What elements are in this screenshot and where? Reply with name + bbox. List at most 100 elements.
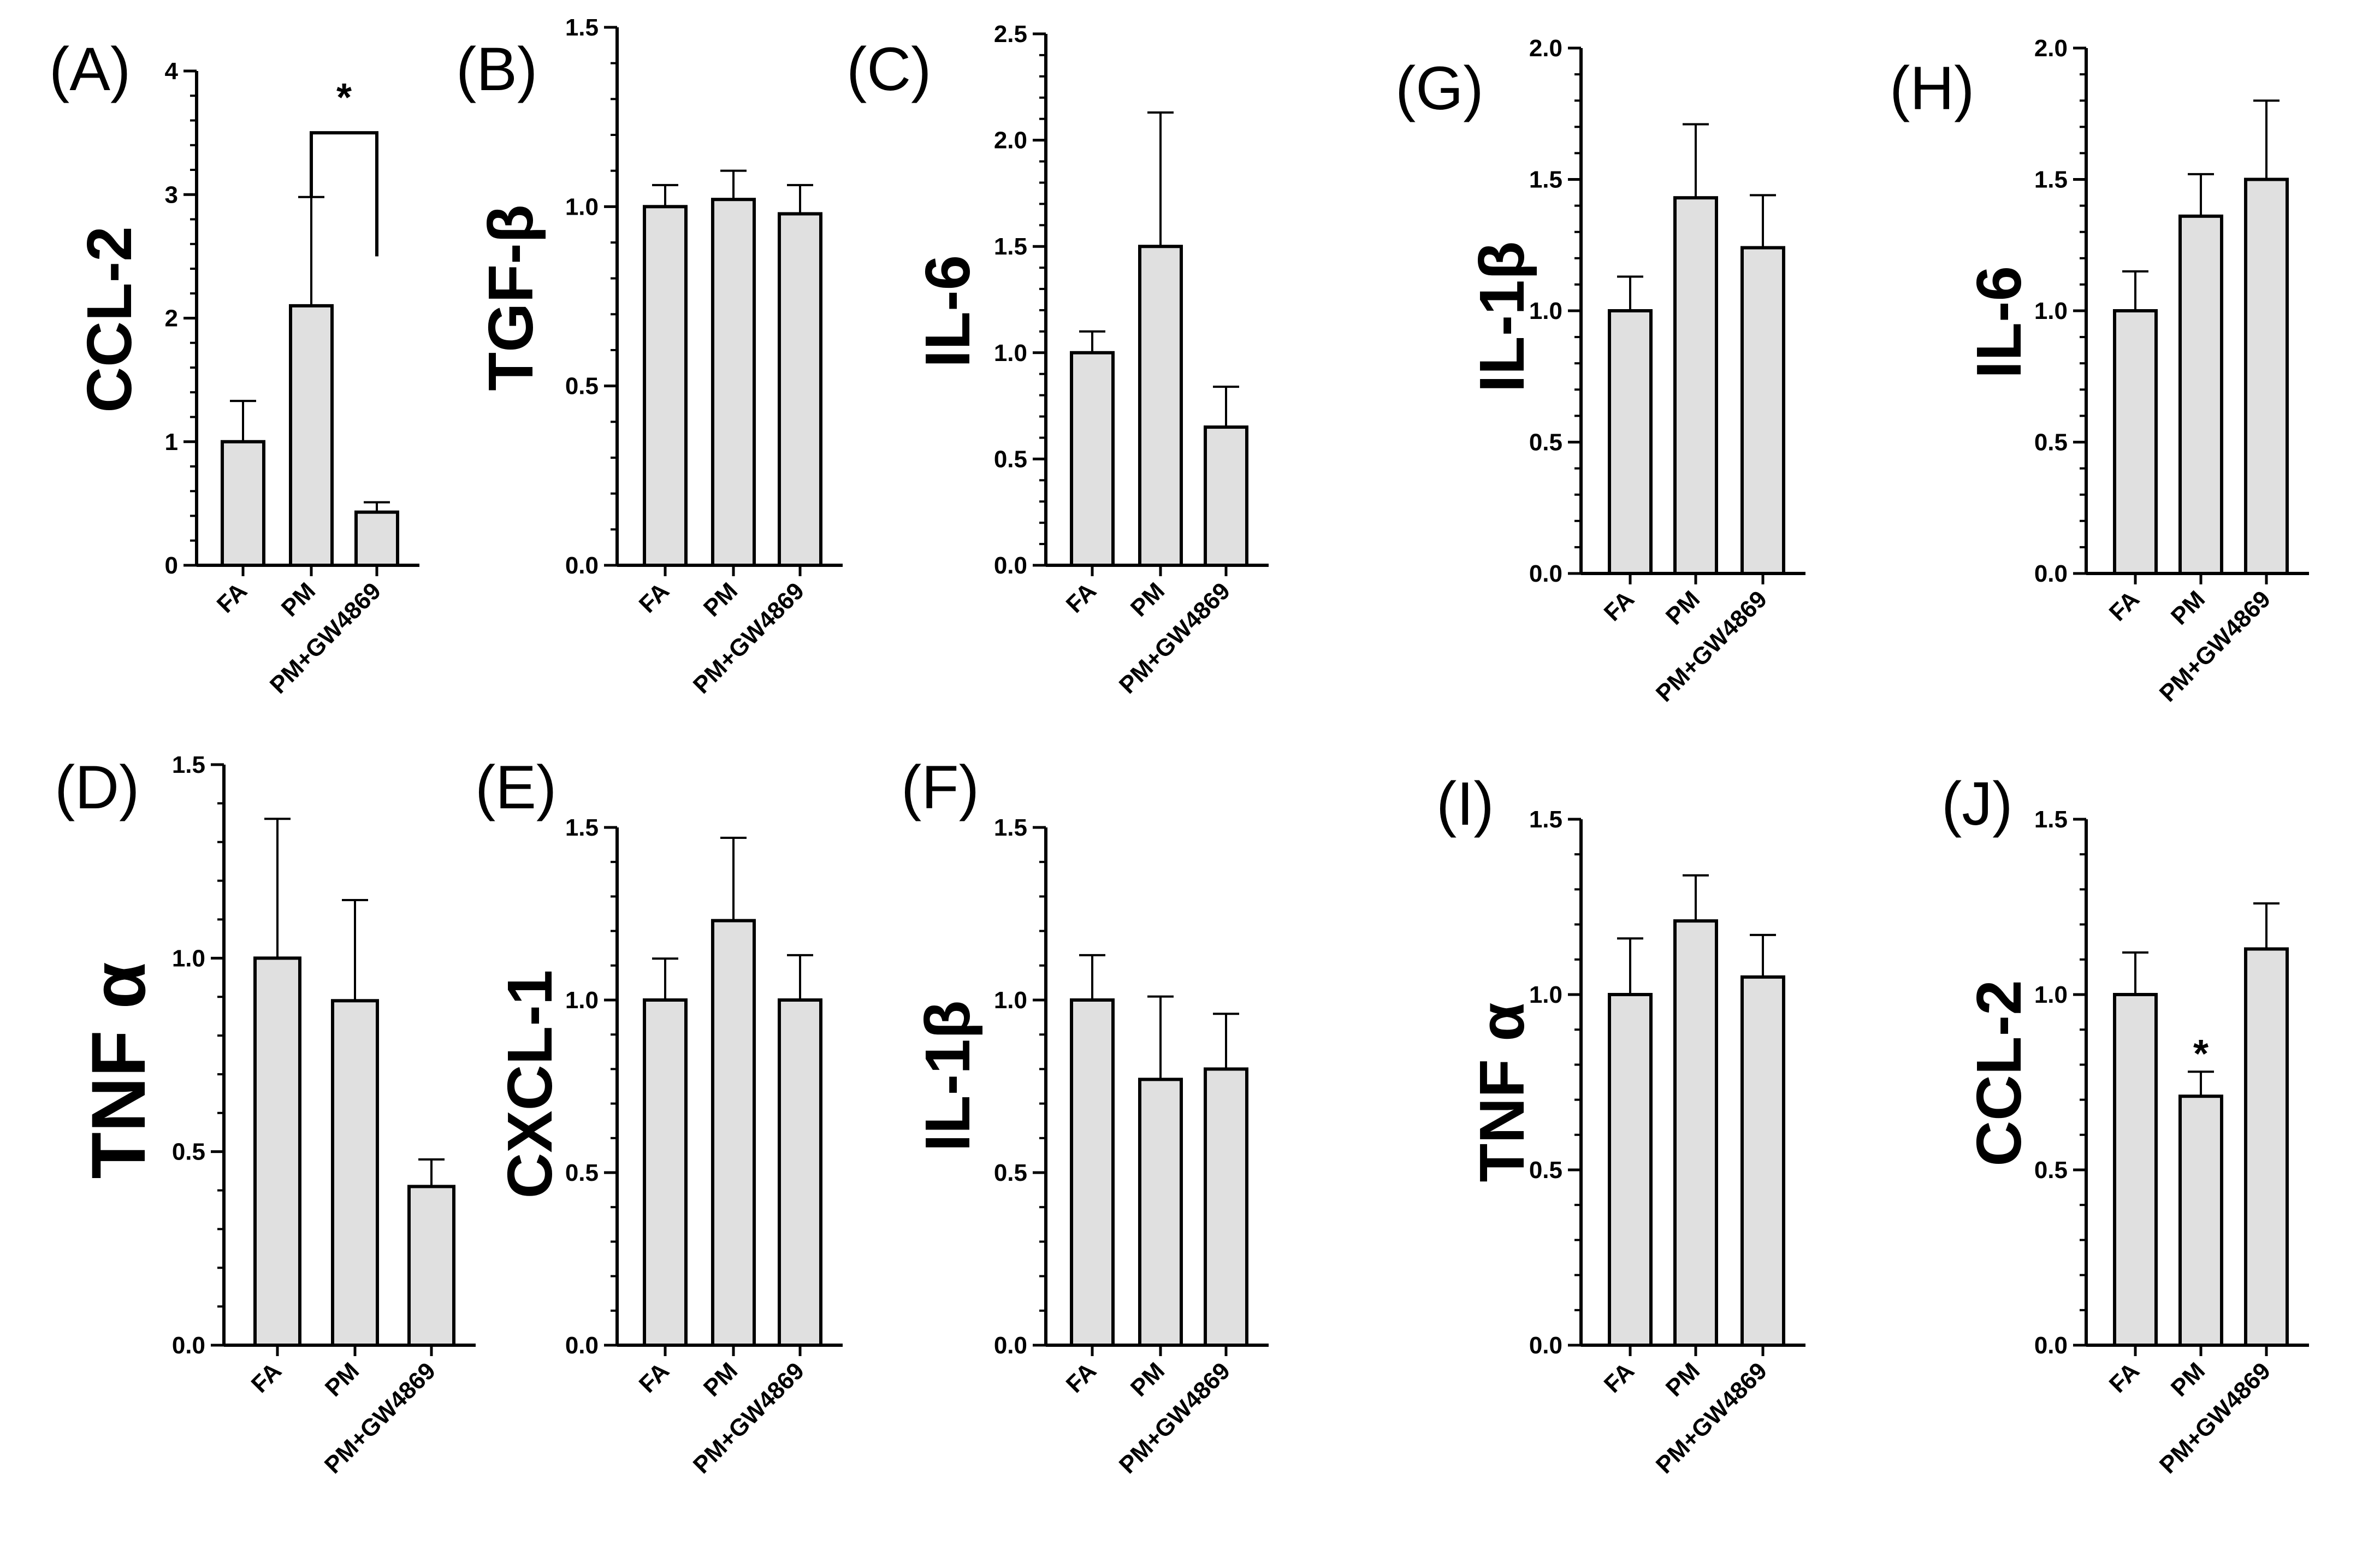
y-tick-label: 2	[165, 305, 178, 332]
bar-fa	[1070, 351, 1115, 567]
bar-pm-gw4869	[2244, 947, 2289, 1347]
panel-label: (I)	[1436, 770, 1494, 838]
y-tick-label: 0.5	[994, 1159, 1027, 1186]
y-tick-label: 1.0	[2034, 981, 2068, 1008]
y-tick-label: 2.0	[994, 127, 1027, 154]
y-tick-label: 0.5	[1529, 1157, 1562, 1184]
x-category-label: PM	[2166, 1357, 2210, 1401]
y-tick-label: 2.5	[994, 21, 1027, 48]
y-tick-label: 1.0	[994, 340, 1027, 366]
y-tick-label: 0.5	[994, 446, 1027, 472]
y-tick-label: 1.5	[994, 814, 1027, 841]
x-category-label: FA	[1599, 1357, 1639, 1398]
bar-fa	[1608, 309, 1653, 575]
bar-pm	[1138, 1078, 1183, 1347]
x-category-label: FA	[1599, 585, 1639, 626]
bar-fa	[1070, 998, 1115, 1347]
bar-pm-gw4869	[1204, 1067, 1248, 1347]
y-tick-label: 1.5	[2034, 167, 2068, 193]
bar-pm-gw4869	[1204, 425, 1248, 567]
bar-fa	[1608, 993, 1653, 1347]
x-category-label: PM	[1126, 577, 1170, 622]
x-category-label: FA	[2104, 585, 2145, 626]
x-category-label: FA	[212, 577, 252, 618]
y-tick-label: 0.0	[994, 552, 1027, 579]
x-category-label: FA	[1061, 577, 1102, 618]
panel-label: (C)	[846, 35, 931, 103]
bar-pm	[331, 999, 379, 1347]
y-tick-label: 1.5	[1529, 806, 1562, 833]
y-tick-label: 0.5	[1529, 429, 1562, 456]
bar-pm	[289, 304, 334, 567]
y-axis-label: IL-1β	[912, 1000, 983, 1151]
x-category-label: FA	[2104, 1357, 2145, 1398]
x-category-label: PM	[1126, 1357, 1170, 1401]
y-tick-label: 0.0	[565, 552, 599, 579]
y-tick-label: 1.0	[172, 945, 205, 972]
bar-fa	[253, 956, 301, 1347]
y-tick-label: 0.0	[2034, 560, 2068, 587]
bar-fa	[2113, 309, 2158, 575]
y-tick-label: 2.0	[1529, 35, 1562, 62]
y-tick-label: 0.5	[172, 1139, 205, 1166]
bar-pm	[2178, 214, 2223, 575]
y-tick-label: 1	[165, 429, 178, 455]
y-tick-label: 1.5	[994, 233, 1027, 260]
y-tick-label: 0.0	[565, 1332, 599, 1359]
bar-pm-gw4869	[1740, 975, 1785, 1347]
y-tick-label: 1.5	[172, 752, 205, 778]
y-tick-label: 1.0	[565, 193, 599, 220]
x-category-label: FA	[634, 1357, 674, 1398]
x-category-label: PM	[276, 577, 321, 622]
bar-pm-gw4869	[2244, 178, 2289, 575]
y-axis-label: IL-1β	[1466, 241, 1537, 392]
bar-fa	[643, 205, 688, 567]
panel-label: (H)	[1890, 54, 1974, 122]
y-axis-label: IL-6	[912, 255, 983, 368]
significance-bracket	[310, 131, 378, 257]
y-tick-label: 0.0	[1529, 560, 1562, 587]
panel-label: (E)	[475, 753, 556, 821]
bar-pm	[1673, 919, 1718, 1347]
x-category-label: FA	[1061, 1357, 1102, 1398]
y-axis-label: CCL-2	[74, 226, 145, 413]
panel-label: (G)	[1395, 54, 1484, 122]
y-tick-label: 1.0	[1529, 981, 1562, 1008]
panel-label: (J)	[1941, 770, 2013, 838]
y-tick-label: 1.5	[2034, 806, 2068, 833]
y-tick-label: 0.5	[2034, 429, 2068, 456]
x-category-label: PM	[1661, 585, 1705, 630]
y-tick-label: 1.5	[1529, 167, 1562, 193]
bar-pm-gw4869	[354, 510, 399, 567]
bar-pm	[1673, 196, 1718, 576]
y-tick-label: 2.0	[2034, 35, 2068, 62]
y-tick-label: 1.5	[565, 14, 599, 41]
y-tick-label: 0.0	[172, 1332, 205, 1359]
significance-star: *	[336, 76, 352, 120]
panel-label: (B)	[456, 35, 537, 103]
bar-pm	[1138, 245, 1183, 567]
y-tick-label: 1.0	[565, 987, 599, 1014]
x-category-label: FA	[634, 577, 674, 618]
y-axis-label: CXCL-1	[494, 970, 565, 1199]
bar-fa	[643, 998, 688, 1347]
y-axis-label: TNF α	[1466, 1002, 1537, 1182]
y-tick-label: 1.0	[2034, 298, 2068, 324]
y-tick-label: 3	[165, 181, 178, 208]
y-tick-label: 1.0	[1529, 298, 1562, 324]
y-axis-label: TNF α	[75, 962, 161, 1179]
bar-pm-gw4869	[778, 212, 822, 567]
y-tick-label: 4	[165, 58, 179, 85]
y-tick-label: 1.0	[994, 987, 1027, 1014]
x-category-label: PM	[698, 577, 743, 622]
bar-pm	[711, 919, 756, 1347]
bar-pm-gw4869	[407, 1185, 455, 1347]
